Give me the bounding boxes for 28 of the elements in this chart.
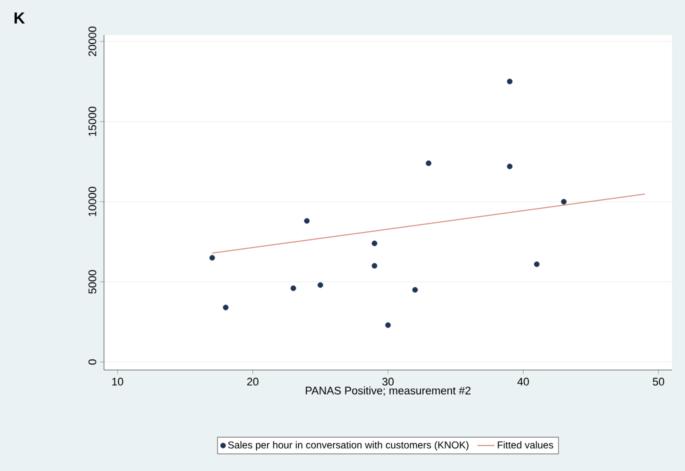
point: [506, 164, 513, 170]
point: [304, 218, 310, 224]
x-tick-label: 50: [652, 378, 664, 386]
y-tick-label: 15000: [88, 106, 96, 136]
legend-label: Sales per hour in conversation with customers (KNOK): [228, 441, 468, 450]
x-tick-label: 20: [247, 378, 258, 386]
point: [318, 282, 324, 288]
point: [561, 198, 567, 204]
text: K: [14, 12, 25, 24]
x-axis-title: PANAS Positive; measurement #2: [306, 386, 470, 396]
point: [426, 160, 432, 166]
point: [534, 261, 540, 267]
legend-label: Fitted values: [498, 441, 554, 448]
point: [290, 285, 296, 292]
x-tick-label: 30: [382, 378, 394, 386]
x-tick-label: 10: [112, 378, 124, 386]
point: [412, 287, 418, 293]
point: [372, 263, 378, 269]
y-tick-label: 5000: [88, 270, 96, 294]
y-tick-label: 20000: [88, 26, 96, 56]
point: [209, 255, 215, 261]
point: [372, 240, 378, 246]
x-tick-label: 40: [517, 378, 529, 386]
point: [506, 78, 513, 84]
y-tick-label: 0: [88, 359, 96, 365]
point: [385, 322, 391, 328]
y-tick-label: 10000: [88, 186, 96, 216]
point: [222, 304, 229, 310]
